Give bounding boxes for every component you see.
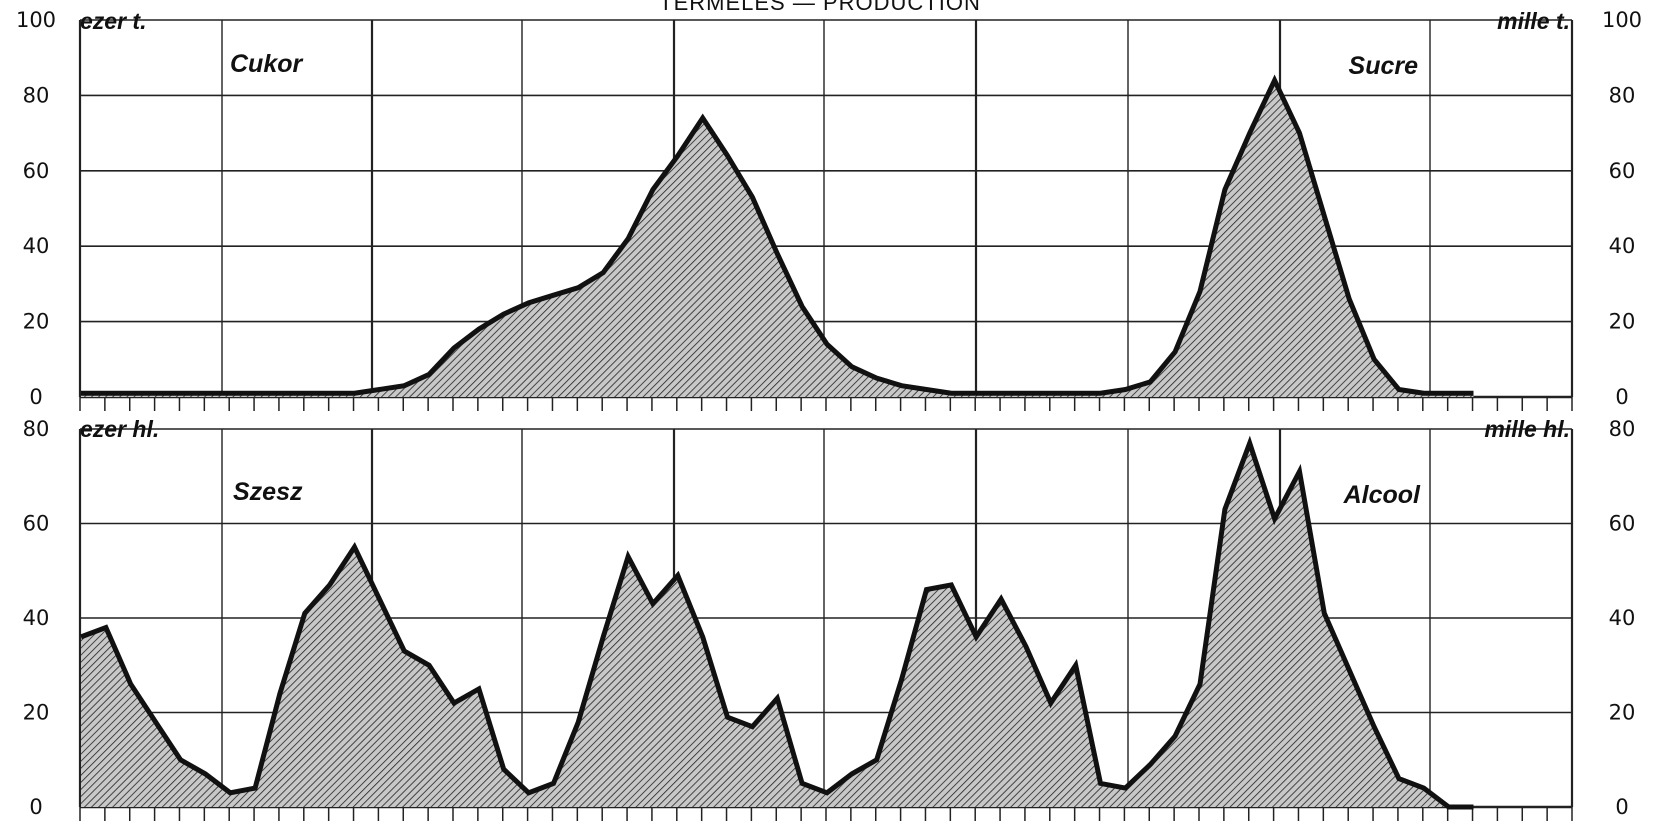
top-tick-labels: 0 0 20 20 40 40 60 60 80 80 100 100 xyxy=(16,8,1642,409)
y-tick-label-left: 40 xyxy=(23,234,50,258)
y-tick-label-right: 100 xyxy=(1602,8,1642,32)
top-unit-left: ezer t. xyxy=(80,8,146,34)
y-tick-label-left: 20 xyxy=(23,701,50,725)
y-tick-label-left: 0 xyxy=(29,795,42,819)
y-tick-label-right: 0 xyxy=(1615,795,1628,819)
y-tick-label-left: 80 xyxy=(23,83,50,107)
y-tick-label-right: 80 xyxy=(1609,417,1636,441)
y-tick-label-left: 20 xyxy=(23,310,50,334)
y-tick-label-right: 60 xyxy=(1609,159,1636,183)
area-fill xyxy=(81,443,1474,807)
y-tick-label-left: 0 xyxy=(29,385,42,409)
bottom-area-series xyxy=(80,435,1474,810)
top-label-left: Cukor xyxy=(230,50,304,78)
y-tick-label-left: 80 xyxy=(23,417,50,441)
y-tick-label-left: 60 xyxy=(23,159,50,183)
y-tick-label-right: 60 xyxy=(1609,512,1636,536)
y-tick-label-left: 40 xyxy=(23,606,50,630)
bottom-unit-right: mille hl. xyxy=(1484,416,1570,442)
area-fill xyxy=(81,80,1474,398)
y-tick-label-right: 0 xyxy=(1615,385,1628,409)
y-tick-label-right: 80 xyxy=(1609,83,1636,107)
top-grid xyxy=(78,19,1574,411)
bottom-label-left: Szesz xyxy=(233,478,303,506)
y-tick-label-right: 20 xyxy=(1609,701,1636,725)
top-panel: 0 0 20 20 40 40 60 60 80 80 100 100 ezer t. mille t… xyxy=(16,8,1642,411)
bottom-unit-left: ezer hl. xyxy=(80,416,159,442)
bottom-panel: 0 0 20 20 40 40 60 60 80 80 ezer hl. mille hl. Sz… xyxy=(23,416,1636,821)
series-line xyxy=(81,74,1474,396)
top-unit-right: mille t. xyxy=(1497,8,1570,34)
y-tick-label-left: 60 xyxy=(23,512,50,536)
y-tick-label-right: 40 xyxy=(1609,234,1636,258)
chart-title: TERMELÉS — PRODUCTION xyxy=(659,0,981,15)
series-line xyxy=(80,435,1474,810)
top-label-right: Sucre xyxy=(1349,52,1419,80)
y-tick-label-right: 40 xyxy=(1609,606,1636,630)
y-tick-label-right: 20 xyxy=(1609,310,1636,334)
bottom-tick-labels: 0 0 20 20 40 40 60 60 80 80 xyxy=(23,417,1636,819)
bottom-label-right: Alcool xyxy=(1343,481,1421,509)
y-tick-label-left: 100 xyxy=(16,8,56,32)
top-area-series xyxy=(81,74,1474,398)
